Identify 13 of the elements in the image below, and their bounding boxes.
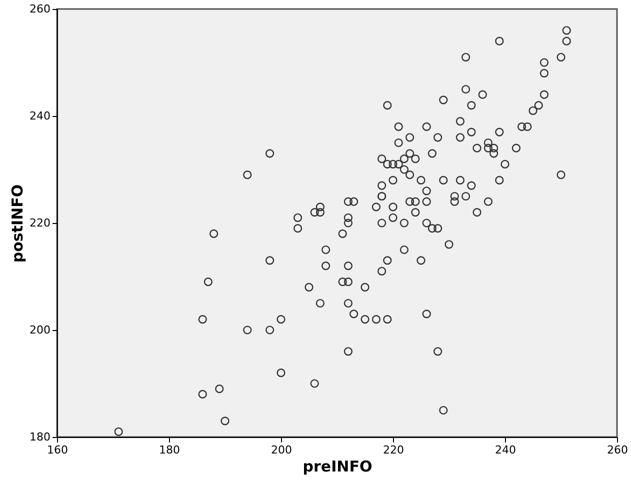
y-tick-label: 220	[30, 216, 50, 230]
y-tick-label: 260	[30, 2, 50, 16]
y-tick-label: 240	[30, 110, 50, 122]
x-axis-title: preINFO	[302, 458, 372, 476]
y-axis-title: postINFO	[8, 184, 27, 263]
x-tick-label: 200	[271, 444, 292, 456]
x-tick-label: 160	[47, 444, 68, 456]
x-tick-label: 180	[159, 444, 180, 456]
y-tick-label: 180	[30, 430, 50, 444]
x-tick-label: 240	[495, 444, 516, 456]
y-tick-label: 200	[30, 324, 50, 336]
x-tick-label: 260	[607, 444, 628, 456]
x-tick-label: 220	[383, 444, 404, 456]
